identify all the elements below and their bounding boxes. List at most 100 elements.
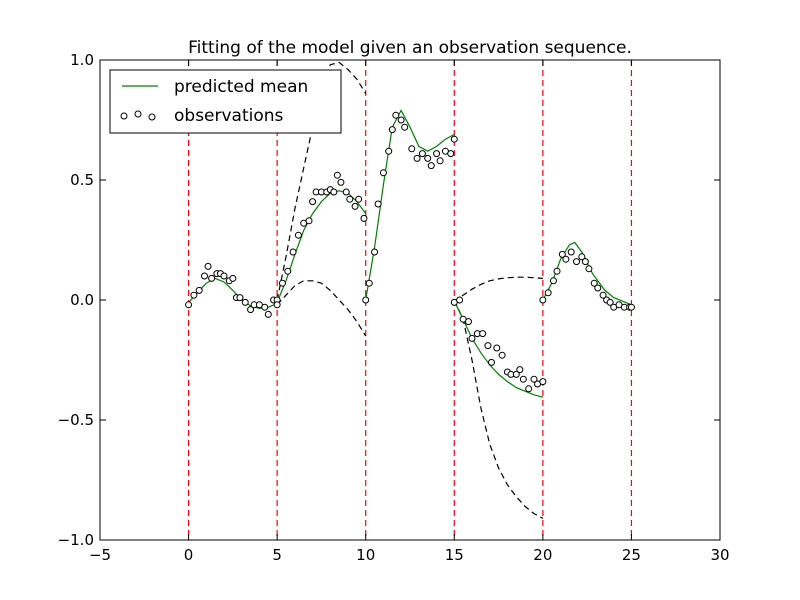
observation-point <box>201 272 209 280</box>
uncertainty-curve <box>276 280 367 337</box>
observation-point <box>278 279 286 287</box>
uncertainty-curve <box>276 61 367 301</box>
legend: predicted mean observations <box>109 69 342 134</box>
observation-point <box>594 284 602 292</box>
observation-point <box>539 378 547 386</box>
plot-background <box>100 60 720 540</box>
observation-point <box>247 306 255 314</box>
observation-point <box>408 145 416 153</box>
observation-point <box>236 294 244 302</box>
observation-point <box>516 366 524 374</box>
observation-point <box>436 157 444 165</box>
observation-point <box>392 111 400 119</box>
observation-point <box>309 198 317 206</box>
observation-point <box>562 255 570 263</box>
x-tick-label: −5 <box>89 546 111 564</box>
legend-marker-swatch <box>120 112 128 120</box>
observation-point <box>464 318 472 326</box>
observation-point <box>284 267 292 275</box>
observation-point <box>493 344 501 352</box>
observation-point <box>627 303 635 311</box>
plot-area: −5 0 5 10 15 20 25 30 −1.0 −0.5 0.0 0.5 1.0 <box>58 51 730 564</box>
observation-point <box>305 217 313 225</box>
legend-box <box>109 69 342 134</box>
y-axis: −1.0 −0.5 0.0 0.5 1.0 <box>58 51 720 549</box>
observation-point <box>204 262 212 270</box>
observation-point <box>498 351 506 359</box>
observation-point <box>337 178 345 186</box>
observation-point <box>385 147 393 155</box>
x-tick-label: 5 <box>272 546 282 564</box>
observation-point <box>362 296 370 304</box>
observation-point <box>261 303 269 311</box>
x-axis: −5 0 5 10 15 20 25 30 <box>89 60 730 564</box>
y-tick-label: 0.0 <box>70 291 94 309</box>
x-tick-label: 15 <box>445 546 464 564</box>
observation-point <box>599 291 607 299</box>
x-tick-label: 10 <box>356 546 375 564</box>
y-tick-label: −1.0 <box>58 531 94 549</box>
observation-point <box>456 296 464 304</box>
observation-point <box>355 195 363 203</box>
observation-point <box>195 286 203 294</box>
observation-point <box>581 258 589 266</box>
observation-point <box>530 375 538 383</box>
observation-point <box>525 385 533 393</box>
observation-point <box>519 375 527 383</box>
observation-point <box>365 279 373 287</box>
observation-point <box>487 358 495 366</box>
observation-point <box>333 171 341 179</box>
observation-point <box>573 258 581 266</box>
x-tick-label: 0 <box>184 546 194 564</box>
observation-point <box>447 150 455 158</box>
observation-point <box>585 265 593 273</box>
legend-marker-swatch <box>134 110 142 118</box>
observation-point <box>427 162 435 170</box>
observation-point <box>208 274 216 282</box>
observation-point <box>468 334 476 342</box>
observation-point <box>388 126 396 134</box>
y-tick-label: 0.5 <box>70 171 94 189</box>
y-tick-label: 1.0 <box>70 51 94 69</box>
observation-point <box>433 150 441 158</box>
observation-point <box>567 248 575 256</box>
observation-point <box>374 200 382 208</box>
predicted-mean-line <box>542 241 632 306</box>
observation-point <box>479 330 487 338</box>
observation-point <box>578 253 586 261</box>
observation-point <box>450 135 458 143</box>
observation-point <box>397 116 405 124</box>
x-tick-label: 30 <box>710 546 729 564</box>
observation-point <box>360 214 368 222</box>
uncertainty-curve <box>453 276 543 303</box>
uncertainty-curve <box>453 299 544 519</box>
observation-point <box>294 231 302 239</box>
legend-label-predicted-mean: predicted mean <box>174 77 308 97</box>
observation-point <box>418 150 426 158</box>
x-tick-label: 20 <box>533 546 552 564</box>
observation-point <box>229 274 237 282</box>
observation-point <box>606 298 614 306</box>
observation-point <box>264 310 272 318</box>
observation-point <box>553 267 561 275</box>
observation-point <box>342 188 350 196</box>
legend-marker-swatch <box>148 113 156 121</box>
observation-point <box>330 188 338 196</box>
uncertainty-lines <box>276 61 544 519</box>
observation-point <box>544 289 552 297</box>
chart-title: Fitting of the model given an observatio… <box>188 38 632 58</box>
observation-points <box>185 111 635 393</box>
observation-point <box>220 272 228 280</box>
legend-label-observations: observations <box>174 106 284 126</box>
observation-point <box>539 296 547 304</box>
observation-point <box>185 301 193 309</box>
observation-point <box>371 248 379 256</box>
observation-point <box>558 250 566 258</box>
observation-point <box>289 248 297 256</box>
observation-point <box>379 169 387 177</box>
observation-point <box>413 154 421 162</box>
observation-point <box>590 279 598 287</box>
observation-point <box>346 195 354 203</box>
observation-point <box>401 123 409 131</box>
